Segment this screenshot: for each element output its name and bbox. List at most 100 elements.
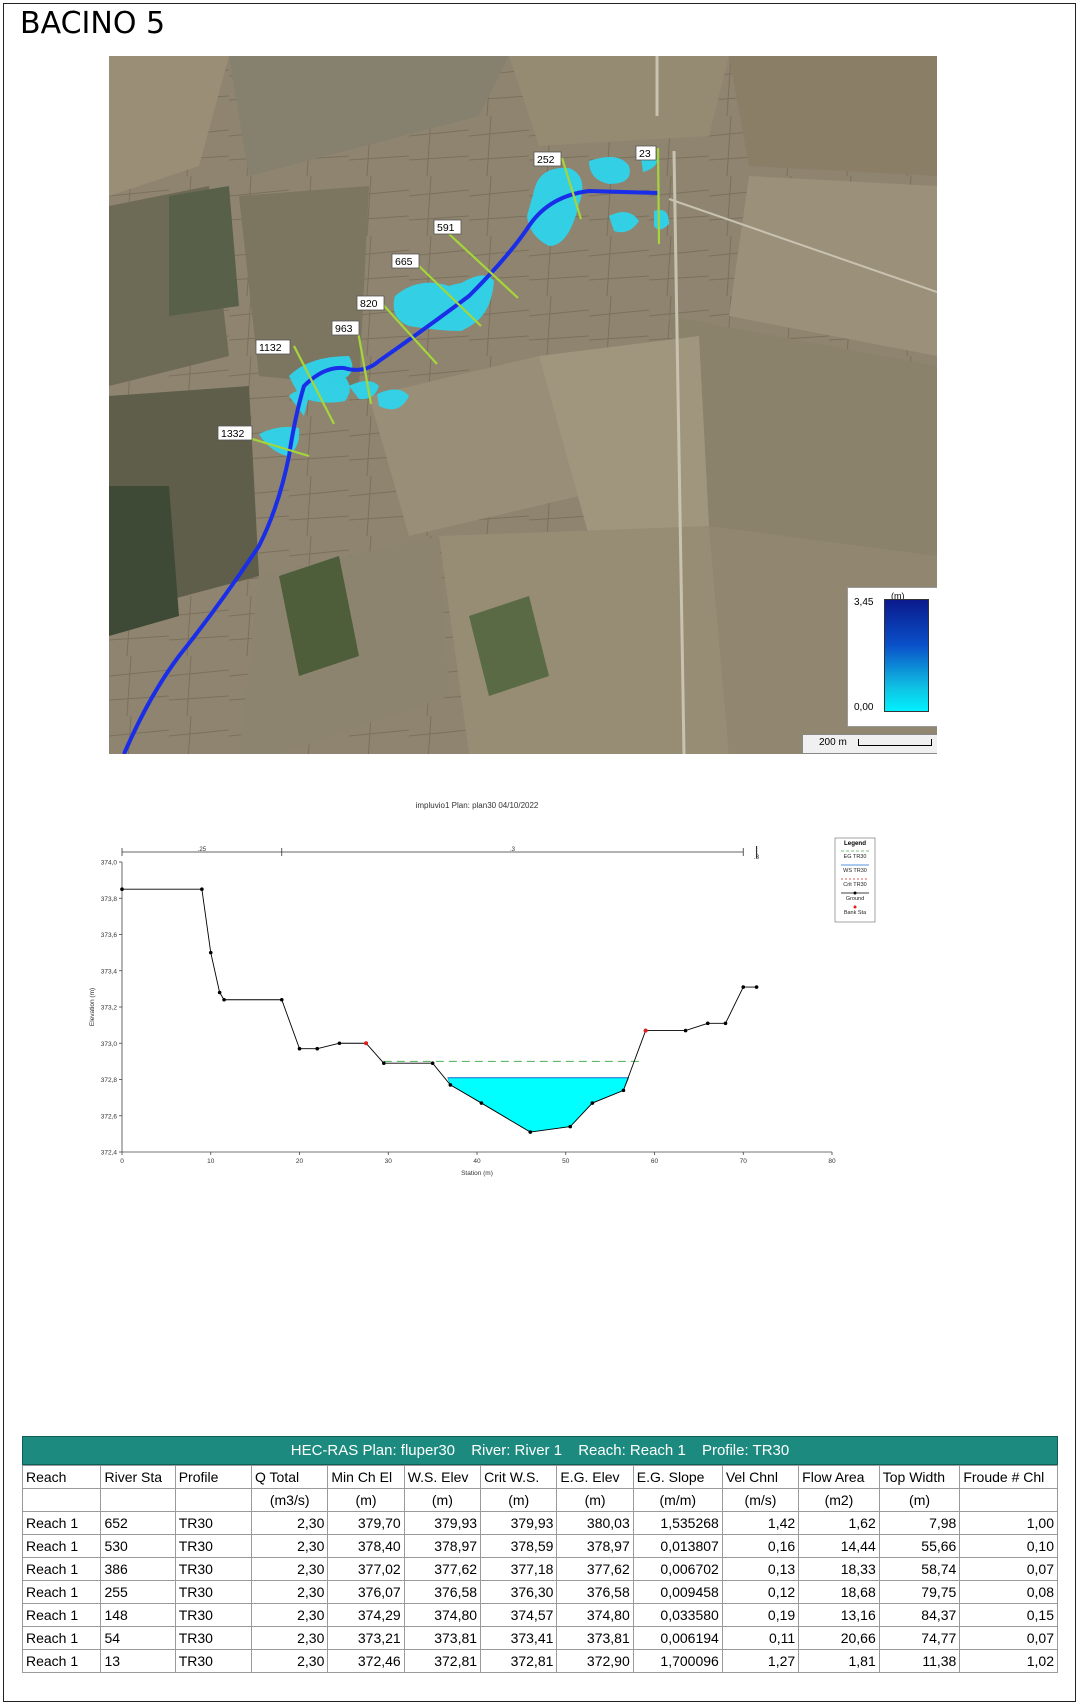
ground-line bbox=[122, 888, 757, 1133]
table-cell: 0,11 bbox=[721, 1626, 800, 1650]
map-image: 252 23 591 665 820 963 1132 1332 bbox=[109, 56, 937, 754]
ground-point bbox=[723, 1021, 728, 1026]
flood-map: 252 23 591 665 820 963 1132 1332 (m) 3,45 0,00 … bbox=[109, 56, 937, 754]
table-cell: 372,46 bbox=[327, 1649, 405, 1673]
legend-swatch-dot bbox=[853, 905, 857, 909]
section-label: 820 bbox=[360, 298, 378, 310]
column-header: Top Width bbox=[878, 1465, 961, 1489]
table-row: Reach 1 530 TR30 2,30 378,40 378,97 378,59 378,… bbox=[21, 1534, 1058, 1558]
table-cell: 1,700096 bbox=[632, 1649, 723, 1673]
table-cell: 7,98 bbox=[878, 1511, 961, 1535]
scale-label: 200 m bbox=[819, 737, 847, 748]
legend-entry: EG TR30 bbox=[844, 854, 867, 860]
table-cell: 376,07 bbox=[327, 1580, 405, 1604]
table-cell: 0,009458 bbox=[632, 1580, 723, 1604]
table-cell: 1,81 bbox=[798, 1649, 880, 1673]
table-title-river: River: River 1 bbox=[471, 1442, 563, 1459]
table-cell: 0,07 bbox=[959, 1557, 1058, 1581]
unit-cell bbox=[100, 1488, 176, 1512]
table-cell: 1,00 bbox=[959, 1511, 1058, 1535]
column-header: Crit W.S. bbox=[480, 1465, 558, 1489]
ground-point bbox=[279, 997, 284, 1002]
column-header: W.S. Elev bbox=[403, 1465, 482, 1489]
table-cell: 2,30 bbox=[251, 1511, 329, 1535]
table-cell: 376,58 bbox=[403, 1580, 482, 1604]
table-cell: 376,30 bbox=[480, 1580, 558, 1604]
unit-cell: (m) bbox=[878, 1488, 961, 1512]
water-area bbox=[447, 1077, 630, 1133]
table-cell: Reach 1 bbox=[21, 1603, 102, 1627]
scale-bar: 200 m bbox=[802, 734, 937, 754]
table-cell: 374,57 bbox=[480, 1603, 558, 1627]
table-row: Reach 1 652 TR30 2,30 379,70 379,93 379,93 380,… bbox=[21, 1511, 1058, 1535]
unit-cell: (m) bbox=[480, 1488, 558, 1512]
table-cell: 79,75 bbox=[878, 1580, 961, 1604]
table-cell: TR30 bbox=[174, 1511, 253, 1535]
table-cell: 1,62 bbox=[798, 1511, 880, 1535]
table-cell: 54 bbox=[100, 1626, 176, 1650]
table-cell: 374,80 bbox=[403, 1603, 482, 1627]
table-cell: 377,62 bbox=[403, 1557, 482, 1581]
table-cell: Reach 1 bbox=[21, 1511, 102, 1535]
depth-legend: (m) 3,45 0,00 bbox=[847, 587, 937, 727]
ground-point bbox=[754, 985, 759, 989]
table-cell: 373,81 bbox=[403, 1626, 482, 1650]
unit-cell: (m) bbox=[556, 1488, 634, 1512]
x-tick-label: 50 bbox=[562, 1158, 570, 1165]
table-title-plan: HEC-RAS Plan: fluper30 bbox=[290, 1442, 456, 1459]
table-cell: 2,30 bbox=[251, 1534, 329, 1558]
header-row: Reach River Sta Profile Q Total Min Ch El W.S… bbox=[21, 1465, 1058, 1489]
table-cell: 374,29 bbox=[327, 1603, 405, 1627]
table-cell: 380,03 bbox=[556, 1511, 634, 1535]
y-tick-label: 372,8 bbox=[101, 1077, 118, 1084]
table-cell: 0,07 bbox=[959, 1626, 1058, 1650]
table-cell: Reach 1 bbox=[21, 1534, 102, 1558]
table-cell: 0,16 bbox=[721, 1534, 800, 1558]
table-cell: 0,033580 bbox=[632, 1603, 723, 1627]
table-cell: 13 bbox=[100, 1649, 176, 1673]
y-tick-label: 372,6 bbox=[101, 1113, 118, 1120]
x-axis-label: Station (m) bbox=[461, 1170, 493, 1177]
table-cell: 1,02 bbox=[959, 1649, 1058, 1673]
ground-point bbox=[479, 1101, 484, 1105]
unit-cell: (m2) bbox=[798, 1488, 880, 1512]
ground-point bbox=[590, 1101, 595, 1105]
table-cell: TR30 bbox=[174, 1649, 253, 1673]
ground-point bbox=[568, 1124, 572, 1129]
table-cell: 0,13 bbox=[721, 1557, 800, 1581]
cross-section-chart: impluvio1 Plan: plan30 04/10/2022 372,4 37… bbox=[85, 788, 965, 1298]
table-cell: 18,68 bbox=[798, 1580, 880, 1604]
legend-entry: Ground bbox=[846, 896, 864, 902]
table-cell: 11,38 bbox=[878, 1649, 961, 1673]
page-frame bbox=[3, 3, 1076, 1702]
table-cell: 0,006702 bbox=[632, 1557, 723, 1581]
table-cell: 372,90 bbox=[556, 1649, 634, 1673]
ground-point bbox=[120, 887, 124, 891]
table-cell: 1,535268 bbox=[632, 1511, 723, 1535]
legend-entry: Bank Sta bbox=[844, 910, 867, 916]
section-label: 252 bbox=[537, 154, 555, 166]
table-cell: 0,12 bbox=[721, 1580, 800, 1604]
column-header: Profile bbox=[174, 1465, 253, 1489]
table-cell: 378,59 bbox=[480, 1534, 558, 1558]
section-label: 1132 bbox=[259, 342, 282, 354]
column-header: Vel Chnl bbox=[721, 1465, 800, 1489]
table-row: Reach 1 13 TR30 2,30 372,46 372,81 372,81 372,9… bbox=[21, 1649, 1058, 1673]
table-title: HEC-RAS Plan: fluper30 River: River 1 Re… bbox=[22, 1436, 1058, 1465]
table-cell: TR30 bbox=[174, 1626, 253, 1650]
table-cell: 378,97 bbox=[403, 1534, 482, 1558]
ground-point bbox=[337, 1041, 342, 1046]
table-cell: 0,013807 bbox=[632, 1534, 723, 1558]
ground-point bbox=[430, 1061, 435, 1065]
unit-cell: (m) bbox=[403, 1488, 482, 1512]
table-cell: 74,77 bbox=[878, 1626, 961, 1650]
legend-entry: WS TR30 bbox=[843, 868, 867, 874]
section-label-box bbox=[433, 219, 462, 235]
table-cell: Reach 1 bbox=[21, 1557, 102, 1581]
table-cell: 373,81 bbox=[556, 1626, 634, 1650]
ground-point bbox=[683, 1028, 688, 1033]
ground-point bbox=[217, 990, 222, 995]
ground-point bbox=[705, 1021, 710, 1026]
table-cell: 0,006194 bbox=[632, 1626, 723, 1650]
y-tick-label: 373,6 bbox=[101, 932, 118, 939]
